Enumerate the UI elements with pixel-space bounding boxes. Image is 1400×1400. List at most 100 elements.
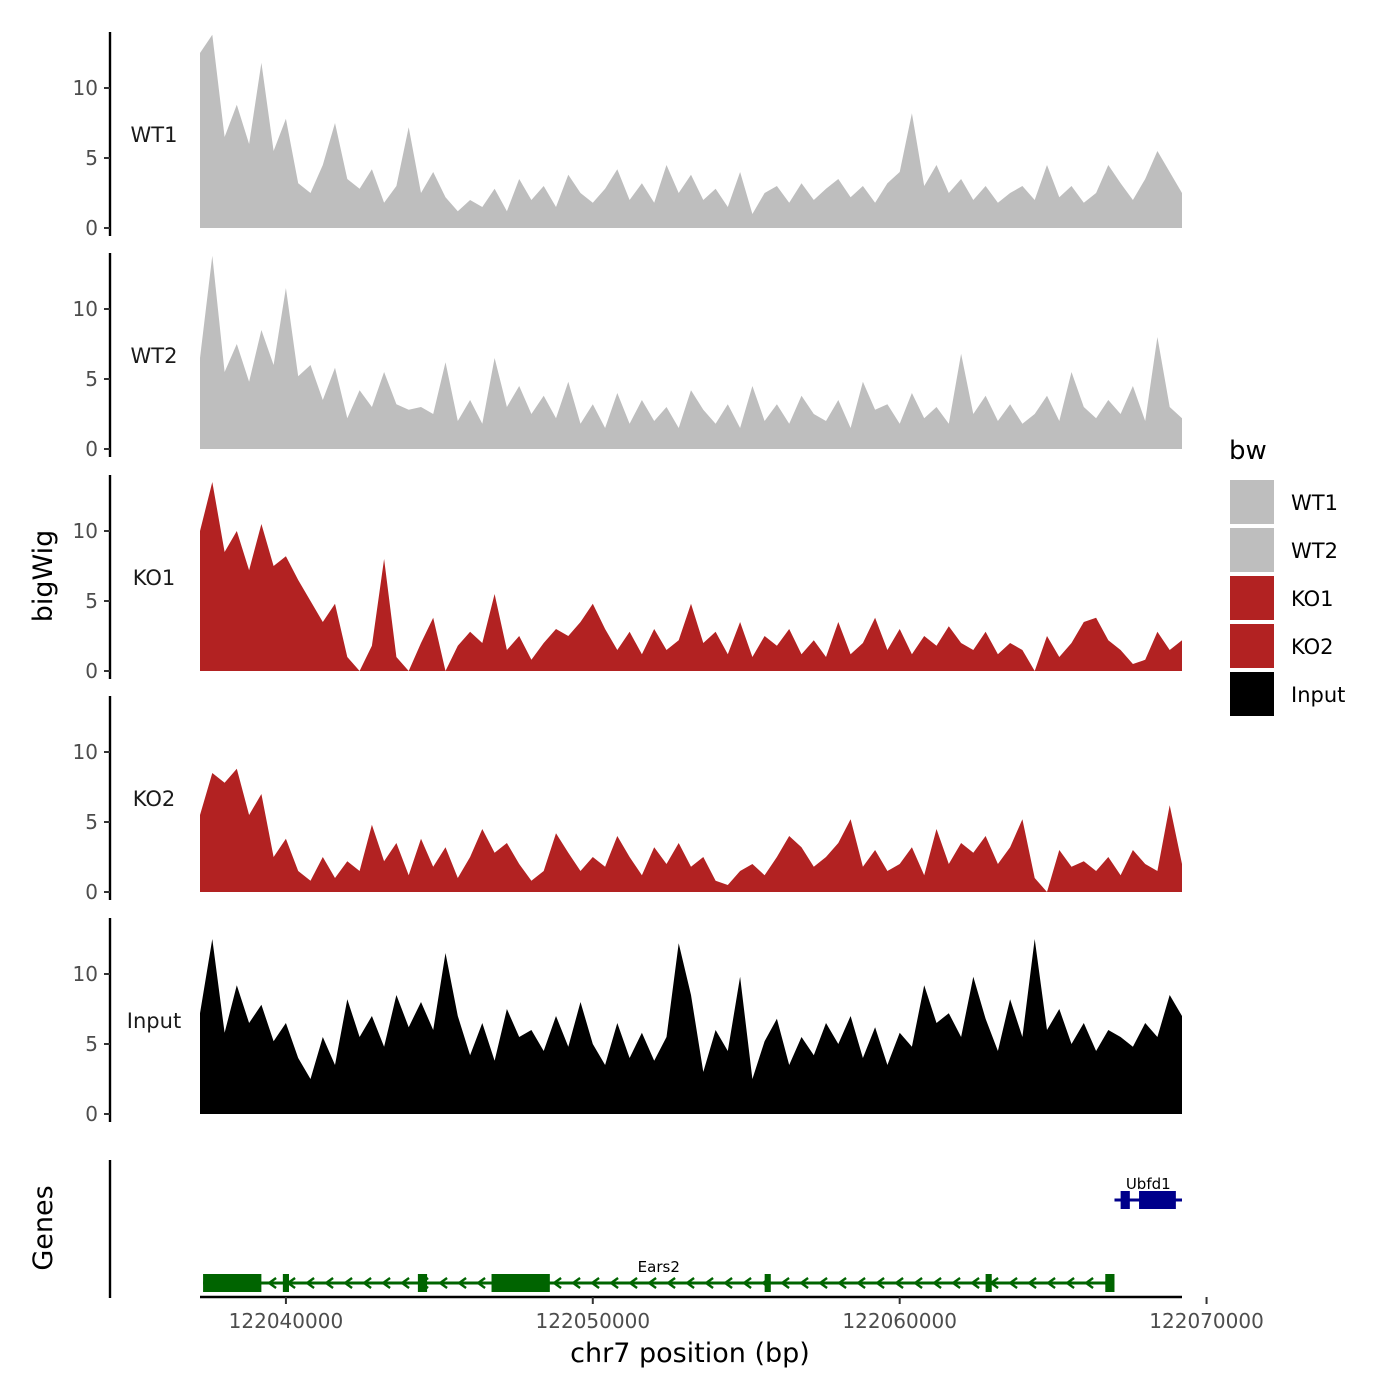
strand-chevron — [362, 1277, 372, 1289]
y-tick-label: 10 — [73, 519, 98, 543]
strand-chevron — [343, 1277, 353, 1289]
y-tick-label: 10 — [73, 740, 98, 764]
y-tick-label: 10 — [73, 962, 98, 986]
strand-chevron — [1027, 1277, 1037, 1289]
strand-chevron — [799, 1277, 809, 1289]
gene-exon — [417, 1274, 428, 1292]
strand-chevron — [590, 1277, 600, 1289]
tracks-layer: 0 5 10 WT1 0 5 10 WT2 0 5 10 KO1 0 5 10 KO2 0 5 10 Input — [73, 32, 1182, 1126]
genes-layer: Ears2 Ubfd1 — [108, 1160, 1182, 1298]
gene-label-ubfd1: Ubfd1 — [1126, 1175, 1171, 1193]
strand-chevron — [970, 1277, 980, 1289]
gene-exon — [1120, 1191, 1130, 1209]
y-tick-label: 5 — [85, 810, 98, 834]
strand-chevron — [932, 1277, 942, 1289]
gene-ubfd1: Ubfd1 — [1114, 1175, 1182, 1209]
legend-label: WT2 — [1291, 539, 1338, 563]
gene-exon — [1105, 1274, 1115, 1292]
track-wt2: 0 5 10 WT2 — [73, 253, 1182, 461]
x-tick-label: 122040000 — [229, 1309, 344, 1333]
strand-chevron — [837, 1277, 847, 1289]
strand-chevron — [1084, 1277, 1094, 1289]
y-tick-label: 5 — [85, 589, 98, 613]
y-tick-label: 0 — [85, 437, 98, 461]
strand-chevron — [704, 1277, 714, 1289]
track-label-wt2: WT2 — [131, 344, 178, 368]
strand-chevron — [305, 1277, 315, 1289]
track-label-input: Input — [127, 1009, 181, 1033]
track-label-ko1: KO1 — [133, 566, 176, 590]
gene-exon — [985, 1274, 992, 1292]
strand-chevron — [476, 1277, 486, 1289]
strand-chevron — [381, 1277, 391, 1289]
x-tick-label: 122060000 — [842, 1309, 957, 1333]
strand-chevron — [723, 1277, 733, 1289]
strand-chevron — [628, 1277, 638, 1289]
signal-area-input — [200, 939, 1182, 1114]
strand-chevron — [685, 1277, 695, 1289]
strand-chevron — [913, 1277, 923, 1289]
strand-chevron — [1008, 1277, 1018, 1289]
strand-chevron — [457, 1277, 467, 1289]
y-tick-label: 0 — [85, 1102, 98, 1126]
strand-chevron — [894, 1277, 904, 1289]
legend-swatch — [1230, 576, 1274, 620]
legend-swatch — [1230, 672, 1274, 716]
strand-chevron — [552, 1277, 562, 1289]
legend-swatch — [1230, 528, 1274, 572]
legend-item-ko2: KO2 — [1230, 624, 1334, 668]
strand-chevron — [438, 1277, 448, 1289]
x-tick-label: 122050000 — [536, 1309, 651, 1333]
track-ko2: 0 5 10 KO2 — [73, 696, 1182, 904]
y-tick-label: 10 — [73, 76, 98, 100]
strand-chevron — [400, 1277, 410, 1289]
legend-swatch — [1230, 624, 1274, 668]
signal-area-ko1 — [200, 482, 1182, 671]
legend-label: WT1 — [1291, 491, 1338, 515]
legend-item-ko1: KO1 — [1230, 576, 1334, 620]
strand-chevron — [571, 1277, 581, 1289]
track-input: 0 5 10 Input — [73, 918, 1182, 1126]
signal-area-ko2 — [200, 768, 1182, 892]
y-tick-label: 10 — [73, 297, 98, 321]
x-tick-label: 122070000 — [1149, 1309, 1264, 1333]
y-axis-title: bigWig — [28, 530, 59, 623]
strand-chevron — [875, 1277, 885, 1289]
track-ko1: 0 5 10 KO1 — [73, 475, 1182, 683]
legend-title: bw — [1229, 436, 1267, 466]
strand-chevron — [951, 1277, 961, 1289]
y-tick-label: 5 — [85, 1032, 98, 1056]
signal-area-wt2 — [200, 255, 1182, 449]
genes-axis-title: Genes — [28, 1185, 59, 1270]
gene-label-ears2: Ears2 — [638, 1258, 680, 1276]
x-axis-title: chr7 position (bp) — [570, 1338, 810, 1369]
legend-label: Input — [1291, 683, 1345, 707]
y-tick-label: 5 — [85, 367, 98, 391]
strand-chevron — [818, 1277, 828, 1289]
strand-chevron — [267, 1277, 277, 1289]
gene-exon — [491, 1274, 550, 1292]
strand-chevron — [324, 1277, 334, 1289]
gene-exon — [203, 1274, 262, 1292]
legend-item-wt1: WT1 — [1230, 480, 1338, 524]
track-label-wt1: WT1 — [131, 123, 178, 147]
track-wt1: 0 5 10 WT1 — [73, 32, 1182, 240]
legend: WT1 WT2 KO1 KO2 Input — [1230, 480, 1345, 716]
legend-swatch — [1230, 480, 1274, 524]
gene-exon — [282, 1274, 289, 1292]
strand-chevron — [780, 1277, 790, 1289]
track-label-ko2: KO2 — [133, 787, 176, 811]
strand-chevron — [856, 1277, 866, 1289]
strand-chevron — [666, 1277, 676, 1289]
strand-chevron — [1046, 1277, 1056, 1289]
legend-item-wt2: WT2 — [1230, 528, 1338, 572]
strand-chevron — [609, 1277, 619, 1289]
legend-label: KO2 — [1291, 635, 1334, 659]
x-axis: 122040000 122050000 122060000 122070000 — [200, 1295, 1264, 1333]
gene-exon — [764, 1274, 771, 1292]
legend-item-input: Input — [1230, 672, 1345, 716]
y-tick-label: 5 — [85, 146, 98, 170]
legend-label: KO1 — [1291, 587, 1334, 611]
y-tick-label: 0 — [85, 216, 98, 240]
